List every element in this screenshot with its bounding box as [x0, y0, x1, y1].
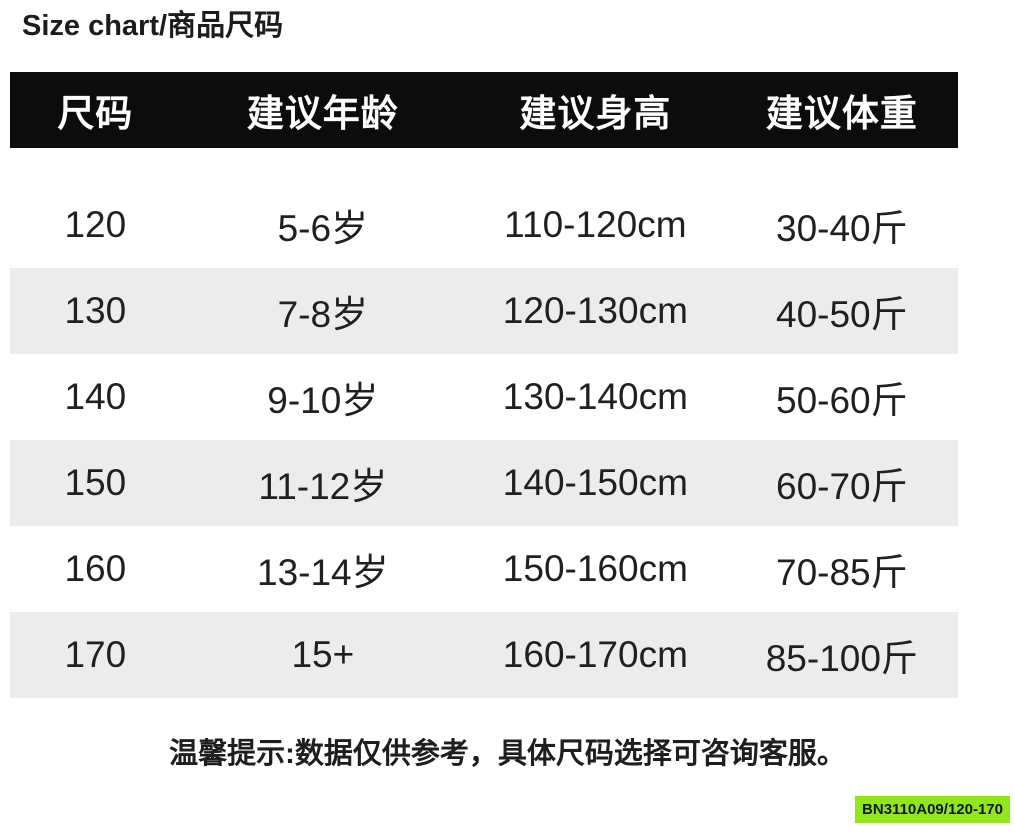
- title-initial: S: [22, 10, 42, 42]
- header-age: 建议年龄: [246, 93, 399, 134]
- weight-cell: 50-60斤: [776, 380, 908, 421]
- table-row: 130 7-8岁 120-130cm 40-50斤: [10, 268, 958, 354]
- size-cell: 140: [64, 376, 127, 417]
- size-cell: 150: [64, 462, 127, 503]
- table-row: 170 15+ 160-170cm 85-100斤: [10, 612, 958, 698]
- table-row: 120 5-6岁 110-120cm 30-40斤: [10, 182, 958, 268]
- title-english: ize chart/: [41, 10, 168, 42]
- weight-cell: 30-40斤: [776, 208, 908, 249]
- height-cell: 120-130cm: [502, 290, 688, 331]
- header-height: 建议身高: [519, 93, 672, 134]
- table-row: 160 13-14岁 150-160cm 70-85斤: [10, 526, 958, 612]
- height-cell: 150-160cm: [502, 548, 688, 589]
- product-code-badge: BN3110A09/120-170: [855, 796, 1010, 823]
- weight-cell: 60-70斤: [776, 466, 908, 507]
- table-row: 150 11-12岁 140-150cm 60-70斤: [10, 440, 958, 526]
- height-cell: 160-170cm: [502, 634, 688, 675]
- size-cell: 160: [64, 548, 127, 589]
- height-cell: 110-120cm: [504, 204, 687, 245]
- age-cell: 7-8岁: [277, 294, 369, 335]
- header-weight: 建议体重: [765, 93, 918, 134]
- table-body: 120 5-6岁 110-120cm 30-40斤 130 7-8岁 120-1…: [10, 182, 958, 698]
- size-cell: 170: [64, 634, 127, 675]
- size-cell: 130: [64, 290, 127, 331]
- height-cell: 130-140cm: [502, 376, 688, 417]
- weight-cell: 70-85斤: [776, 552, 908, 593]
- header-size: 尺码: [57, 93, 134, 134]
- size-cell: 120: [64, 204, 127, 245]
- age-cell: 11-12岁: [258, 466, 388, 507]
- table-header-row: 尺码 建议年龄 建议身高 建议体重: [10, 72, 958, 148]
- disclaimer-note: 温馨提示:数据仅供参考，具体尺码选择可咨询客服。: [169, 738, 846, 770]
- weight-cell: 40-50斤: [776, 294, 908, 335]
- age-cell: 13-14岁: [257, 552, 389, 593]
- weight-cell: 85-100斤: [765, 638, 918, 679]
- page-title: Size chart/商品尺码: [22, 6, 283, 46]
- age-cell: 15+: [291, 634, 355, 675]
- height-cell: 140-150cm: [502, 462, 688, 503]
- title-chinese: 商品尺码: [167, 10, 284, 42]
- table-row: 140 9-10岁 130-140cm 50-60斤: [10, 354, 958, 440]
- size-chart-table: 尺码 建议年龄 建议身高 建议体重 120 5-6岁 110-120cm 30-…: [10, 72, 958, 698]
- age-cell: 9-10岁: [267, 380, 379, 421]
- age-cell: 5-6岁: [277, 208, 369, 249]
